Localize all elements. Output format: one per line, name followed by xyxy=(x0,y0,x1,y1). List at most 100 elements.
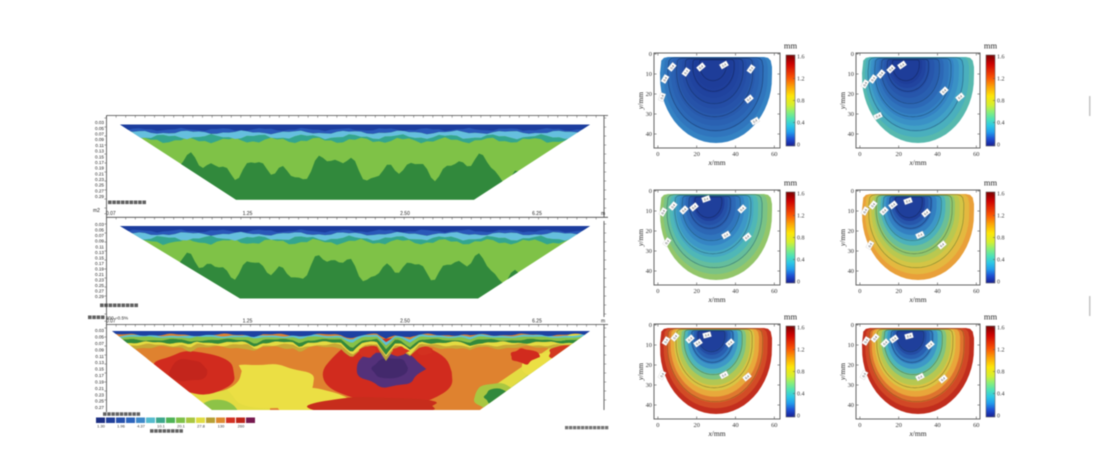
svg-text:0.4: 0.4 xyxy=(660,94,665,100)
svg-text:1.6: 1.6 xyxy=(997,326,1005,332)
svg-text:0.8: 0.8 xyxy=(997,370,1005,376)
svg-text:2.50: 2.50 xyxy=(400,211,410,217)
svg-text:10: 10 xyxy=(848,208,854,215)
svg-text:1.30: 1.30 xyxy=(97,424,106,429)
svg-text:20: 20 xyxy=(694,422,700,429)
svg-text:0.17: 0.17 xyxy=(95,261,104,266)
svg-text:0.4: 0.4 xyxy=(888,66,894,72)
svg-text:0: 0 xyxy=(997,143,1000,149)
svg-text:0.4: 0.4 xyxy=(899,62,905,68)
svg-text:0.03: 0.03 xyxy=(95,328,104,333)
svg-text:0.11: 0.11 xyxy=(95,143,104,148)
svg-text:0.05: 0.05 xyxy=(95,126,104,131)
svg-text:0.15: 0.15 xyxy=(95,367,104,372)
svg-text:0.4: 0.4 xyxy=(727,340,733,346)
svg-text:0.4: 0.4 xyxy=(660,209,666,215)
svg-text:30: 30 xyxy=(848,248,854,255)
svg-text:0: 0 xyxy=(997,280,1000,286)
svg-text:20: 20 xyxy=(646,228,652,235)
svg-text:x/mm: x/mm xyxy=(707,158,725,167)
svg-text:0.4: 0.4 xyxy=(923,210,929,216)
svg-text:1.2: 1.2 xyxy=(997,348,1005,354)
svg-text:0.4: 0.4 xyxy=(744,234,750,240)
svg-text:260: 260 xyxy=(238,424,245,429)
svg-text:0.4: 0.4 xyxy=(997,258,1005,264)
svg-text:30: 30 xyxy=(646,248,652,255)
svg-text:0.19: 0.19 xyxy=(95,166,104,171)
svg-text:y/mm: y/mm xyxy=(838,92,847,110)
svg-text:0.4: 0.4 xyxy=(867,242,873,248)
svg-text:0.4: 0.4 xyxy=(721,62,727,68)
svg-text:20: 20 xyxy=(848,91,854,98)
svg-text:0.4: 0.4 xyxy=(941,88,947,94)
svg-text:0.4: 0.4 xyxy=(862,81,868,87)
svg-text:0.4: 0.4 xyxy=(669,64,675,70)
svg-text:m: m xyxy=(601,318,605,324)
svg-text:40: 40 xyxy=(646,402,652,409)
svg-text:0: 0 xyxy=(797,280,800,286)
svg-text:10: 10 xyxy=(646,71,652,78)
svg-text:0.4: 0.4 xyxy=(797,392,805,398)
svg-text:40: 40 xyxy=(934,422,940,429)
svg-text:20: 20 xyxy=(896,288,902,295)
svg-text:1.2: 1.2 xyxy=(797,77,805,83)
svg-text:y/mm: y/mm xyxy=(838,229,847,247)
svg-text:0.4: 0.4 xyxy=(905,199,911,204)
svg-text:1.6: 1.6 xyxy=(797,55,805,61)
svg-text:130: 130 xyxy=(218,424,225,429)
svg-text:0.23: 0.23 xyxy=(95,177,104,182)
svg-text:x/mm: x/mm xyxy=(908,158,926,167)
svg-text:0.4: 0.4 xyxy=(748,66,754,72)
svg-text:0.4: 0.4 xyxy=(746,96,752,102)
svg-text:x/mm: x/mm xyxy=(908,429,926,438)
svg-text:60: 60 xyxy=(973,288,979,295)
svg-text:0.27: 0.27 xyxy=(95,289,104,294)
svg-text:0.4: 0.4 xyxy=(698,64,704,70)
svg-text:0: 0 xyxy=(851,322,854,329)
svg-text:0: 0 xyxy=(858,288,861,295)
svg-text:0.4: 0.4 xyxy=(703,197,709,202)
svg-text:0.4: 0.4 xyxy=(997,121,1005,127)
svg-text:0.4: 0.4 xyxy=(861,372,867,378)
svg-text:0.05: 0.05 xyxy=(95,335,104,340)
svg-text:0.4: 0.4 xyxy=(997,392,1005,398)
svg-text:0.4: 0.4 xyxy=(752,118,758,124)
svg-text:0.29: 0.29 xyxy=(95,194,104,199)
svg-text:x/mm: x/mm xyxy=(707,295,725,304)
svg-text:0.09: 0.09 xyxy=(95,239,104,244)
svg-text:20: 20 xyxy=(646,91,652,98)
svg-text:30: 30 xyxy=(646,111,652,118)
svg-text:40: 40 xyxy=(732,288,738,295)
svg-text:0.05: 0.05 xyxy=(95,228,104,233)
svg-text:y/mm: y/mm xyxy=(838,363,847,381)
svg-text:0.8: 0.8 xyxy=(797,99,805,105)
svg-text:0.25: 0.25 xyxy=(95,183,104,188)
svg-text:40: 40 xyxy=(848,402,854,409)
svg-text:0.8: 0.8 xyxy=(997,236,1005,242)
svg-text:60: 60 xyxy=(771,422,777,429)
svg-text:0: 0 xyxy=(851,188,854,195)
svg-text:10.1: 10.1 xyxy=(157,424,166,429)
svg-text:1.2: 1.2 xyxy=(997,214,1005,220)
svg-text:0.4: 0.4 xyxy=(927,342,933,348)
svg-text:0.4: 0.4 xyxy=(662,76,668,82)
svg-text:0.21: 0.21 xyxy=(95,386,104,391)
svg-text:10: 10 xyxy=(848,71,854,78)
svg-text:mm: mm xyxy=(784,312,798,322)
svg-text:40: 40 xyxy=(732,151,738,158)
svg-text:mm: mm xyxy=(784,41,798,51)
svg-text:y/mm: y/mm xyxy=(636,363,645,381)
svg-text:0.4: 0.4 xyxy=(797,121,805,127)
svg-text:30: 30 xyxy=(848,111,854,118)
svg-text:1.2: 1.2 xyxy=(797,348,805,354)
svg-text:40: 40 xyxy=(848,131,854,138)
svg-text:40: 40 xyxy=(848,268,854,275)
svg-text:20: 20 xyxy=(694,288,700,295)
svg-text:0.17: 0.17 xyxy=(95,373,104,378)
svg-text:20: 20 xyxy=(694,151,700,158)
svg-text:0.23: 0.23 xyxy=(95,392,104,397)
svg-text:0.4: 0.4 xyxy=(659,372,665,378)
svg-text:0.03: 0.03 xyxy=(95,222,104,227)
svg-text:0: 0 xyxy=(997,414,1000,420)
svg-text:1.96: 1.96 xyxy=(117,424,126,429)
